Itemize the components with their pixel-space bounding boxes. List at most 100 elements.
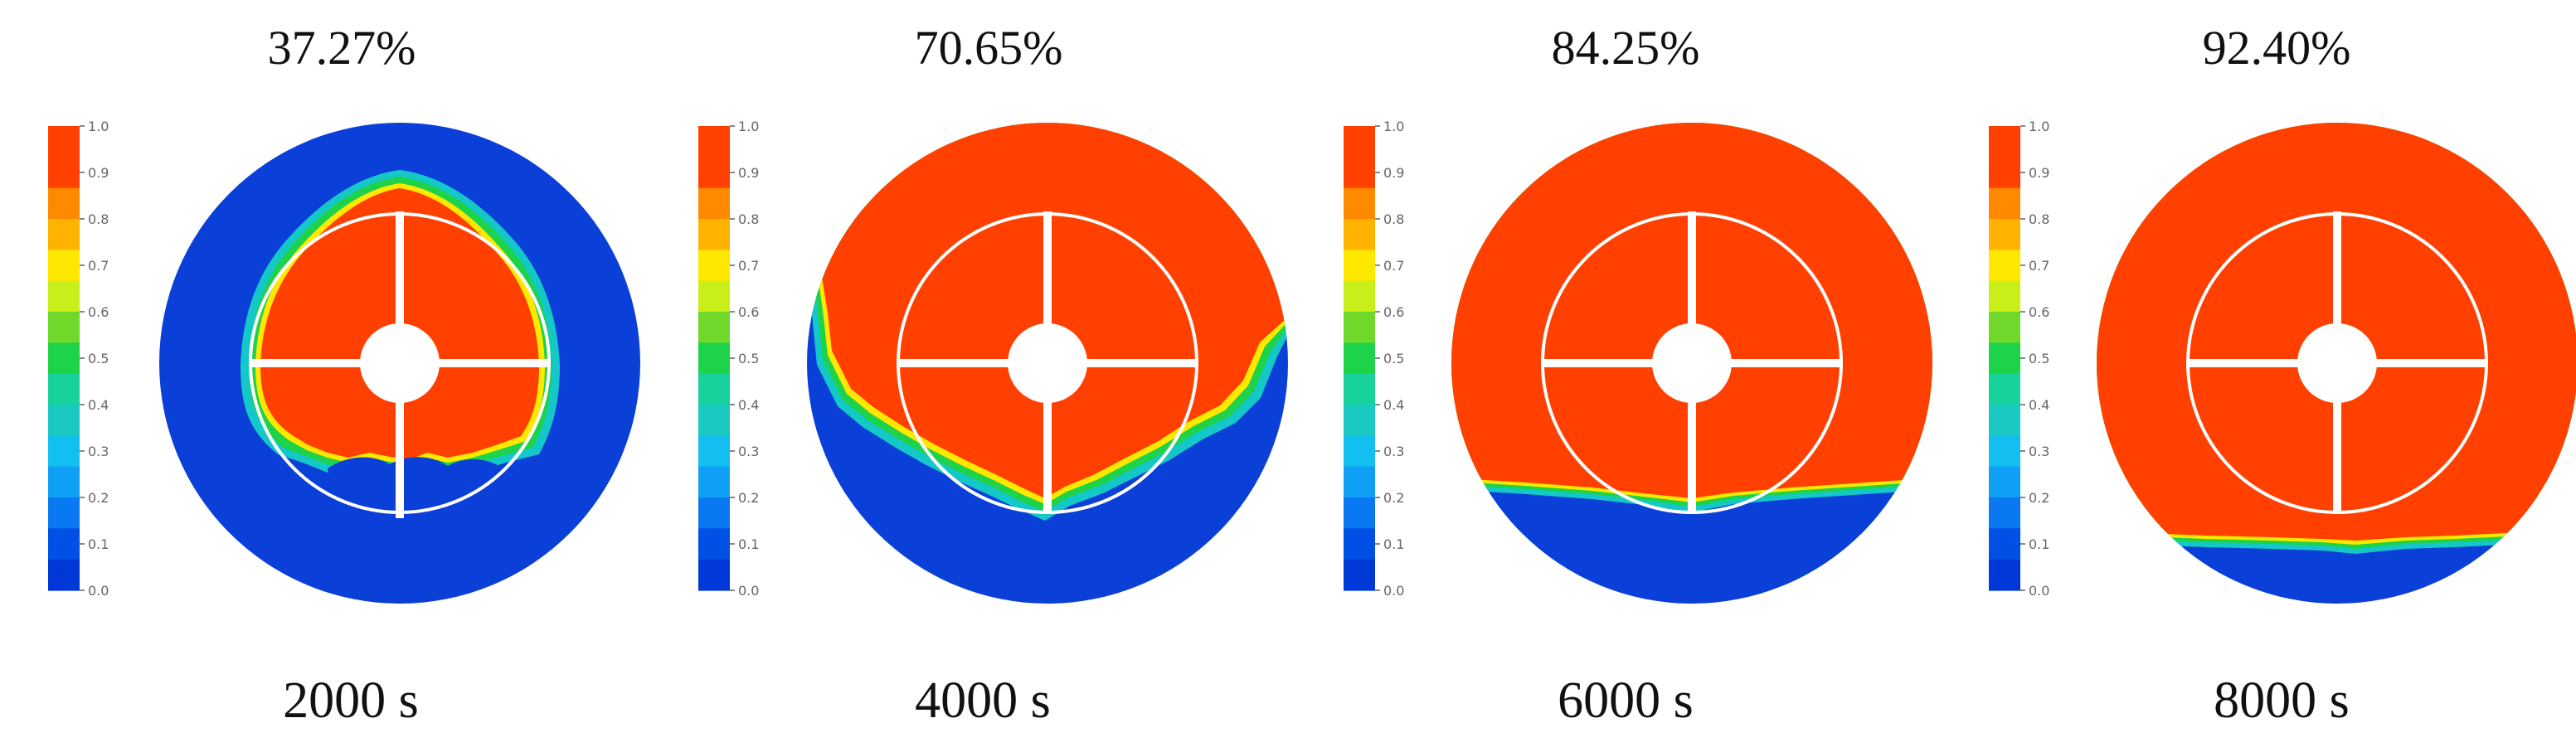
colorbar-band <box>698 219 730 250</box>
colorbar-band <box>698 466 730 498</box>
colorbar-tick-label: 1.0 <box>1383 119 1404 134</box>
colorbar-band <box>1344 219 1375 250</box>
colorbar-tick-label: 0.7 <box>738 258 759 274</box>
colorbar-tick-label: 0.7 <box>2029 258 2049 274</box>
colorbar-band <box>698 280 730 313</box>
colorbar-tick-label: 0.7 <box>1383 258 1404 274</box>
colorbar-band <box>698 435 730 468</box>
colorbar-tick-label: 0.0 <box>738 583 759 599</box>
colorbar-tick-label: 0.6 <box>2029 304 2049 320</box>
colorbar-tick-label: 0.0 <box>2029 583 2049 599</box>
colorbar-band <box>1344 373 1375 405</box>
colorbar-band <box>1344 435 1375 468</box>
colorbar-band <box>1989 312 2020 343</box>
time-label-3: 6000 s <box>1558 672 1694 729</box>
colorbar-tick-label: 0.4 <box>88 397 109 413</box>
colorbar-band <box>1989 157 2020 189</box>
colorbar-tick-label: 0.8 <box>738 211 759 227</box>
colorbar-4: 1.0 0.9 0.8 0.7 0.6 0.5 0.4 0.3 0.2 0.1 0.0 <box>1989 119 2049 599</box>
colorbar-band <box>48 373 80 405</box>
colorbar-band <box>48 405 80 436</box>
colorbar-tick-label: 1.0 <box>738 119 759 134</box>
colorbar-band <box>1989 126 2020 158</box>
colorbar-band <box>48 312 80 343</box>
colorbar-tick-label: 0.1 <box>88 536 109 552</box>
time-label-2: 4000 s <box>915 672 1051 729</box>
fill-percentage-4: 92.40% <box>2202 21 2351 75</box>
colorbar-3: 1.0 0.9 0.8 0.7 0.6 0.5 0.4 0.3 0.2 0.1 0.0 <box>1344 119 1404 599</box>
colorbar-tick-label: 0.8 <box>88 211 109 227</box>
time-label-1: 2000 s <box>283 672 419 729</box>
time-label-4: 8000 s <box>2214 672 2350 729</box>
colorbar-band <box>1989 373 2020 405</box>
colorbar-tick-label: 0.9 <box>2029 165 2049 181</box>
colorbar-band <box>1344 342 1375 375</box>
colorbar-tick-label: 0.5 <box>88 351 109 366</box>
colorbar-band <box>698 559 730 591</box>
colorbar-tick-label: 0.2 <box>2029 490 2049 506</box>
colorbar-band <box>698 373 730 405</box>
colorbar-band <box>48 435 80 468</box>
colorbar-tick-label: 0.6 <box>738 304 759 320</box>
colorbar-tick-label: 1.0 <box>88 119 109 134</box>
colorbar-tick-label: 0.0 <box>1383 583 1404 599</box>
colorbar-band <box>1344 466 1375 498</box>
colorbar-2: 1.0 0.9 0.8 0.7 0.6 0.5 0.4 0.3 0.2 0.1 0.0 <box>698 119 759 599</box>
fill-percentage-1: 37.27% <box>267 21 416 75</box>
colorbar-tick-label: 0.5 <box>1383 351 1404 366</box>
colorbar-tick-label: 0.9 <box>1383 165 1404 181</box>
colorbar-tick-label: 0.2 <box>88 490 109 506</box>
colorbar-band <box>48 250 80 282</box>
crosshair-overlay-4 <box>2186 211 2488 514</box>
colorbar-tick-label: 0.3 <box>738 444 759 459</box>
colorbar-band <box>698 250 730 282</box>
colorbar-tick-label: 0.4 <box>1383 397 1404 413</box>
colorbar-tick-label: 0.7 <box>88 258 109 274</box>
colorbar-band <box>48 157 80 189</box>
colorbar-band <box>48 342 80 375</box>
colorbar-band <box>48 126 80 158</box>
colorbar-tick-label: 0.2 <box>738 490 759 506</box>
colorbar-tick-label: 0.6 <box>88 304 109 320</box>
colorbar-band <box>1344 280 1375 313</box>
colorbar-band <box>698 312 730 343</box>
colorbar-band <box>1344 405 1375 436</box>
colorbar-band <box>1989 497 2020 529</box>
colorbar-tick-label: 0.3 <box>1383 444 1404 459</box>
colorbar-band <box>1344 312 1375 343</box>
fill-percentage-3: 84.25% <box>1551 21 1700 75</box>
colorbar-band <box>698 126 730 158</box>
colorbar-band <box>1989 528 2020 560</box>
colorbar-band <box>1989 466 2020 498</box>
colorbar-band <box>698 342 730 375</box>
colorbar-tick-label: 0.5 <box>738 351 759 366</box>
colorbar-tick-label: 0.1 <box>2029 536 2049 552</box>
colorbar-band <box>1344 126 1375 158</box>
colorbar-band <box>698 528 730 560</box>
colorbar-band <box>698 497 730 529</box>
crosshair-overlay-3 <box>1541 211 1843 514</box>
colorbar-band <box>48 280 80 313</box>
colorbar-tick-label: 0.0 <box>88 583 109 599</box>
colorbar-tick-label: 0.1 <box>738 536 759 552</box>
colorbar-band <box>48 497 80 529</box>
colorbar-band <box>1344 497 1375 529</box>
crosshair-overlay-1 <box>249 211 551 518</box>
colorbar-tick-label: 0.5 <box>2029 351 2049 366</box>
colorbar-tick-label: 0.4 <box>738 397 759 413</box>
colorbar-band <box>1989 280 2020 313</box>
colorbar-band <box>1989 219 2020 250</box>
colorbar-1: 1.0 0.9 0.8 0.7 0.6 0.5 0.4 0.3 0.2 0.1 0.0 <box>48 119 109 599</box>
colorbar-band <box>48 219 80 250</box>
colorbar-band <box>1989 250 2020 282</box>
colorbar-band <box>1989 559 2020 591</box>
colorbar-tick-label: 0.3 <box>2029 444 2049 459</box>
colorbar-tick-label: 0.2 <box>1383 490 1404 506</box>
colorbar-band <box>698 187 730 220</box>
colorbar-tick-label: 0.1 <box>1383 536 1404 552</box>
colorbar-tick-label: 0.6 <box>1383 304 1404 320</box>
colorbar-band <box>1989 342 2020 375</box>
colorbar-band <box>48 466 80 498</box>
colorbar-tick-label: 0.8 <box>2029 211 2049 227</box>
colorbar-tick-label: 1.0 <box>2029 119 2049 134</box>
